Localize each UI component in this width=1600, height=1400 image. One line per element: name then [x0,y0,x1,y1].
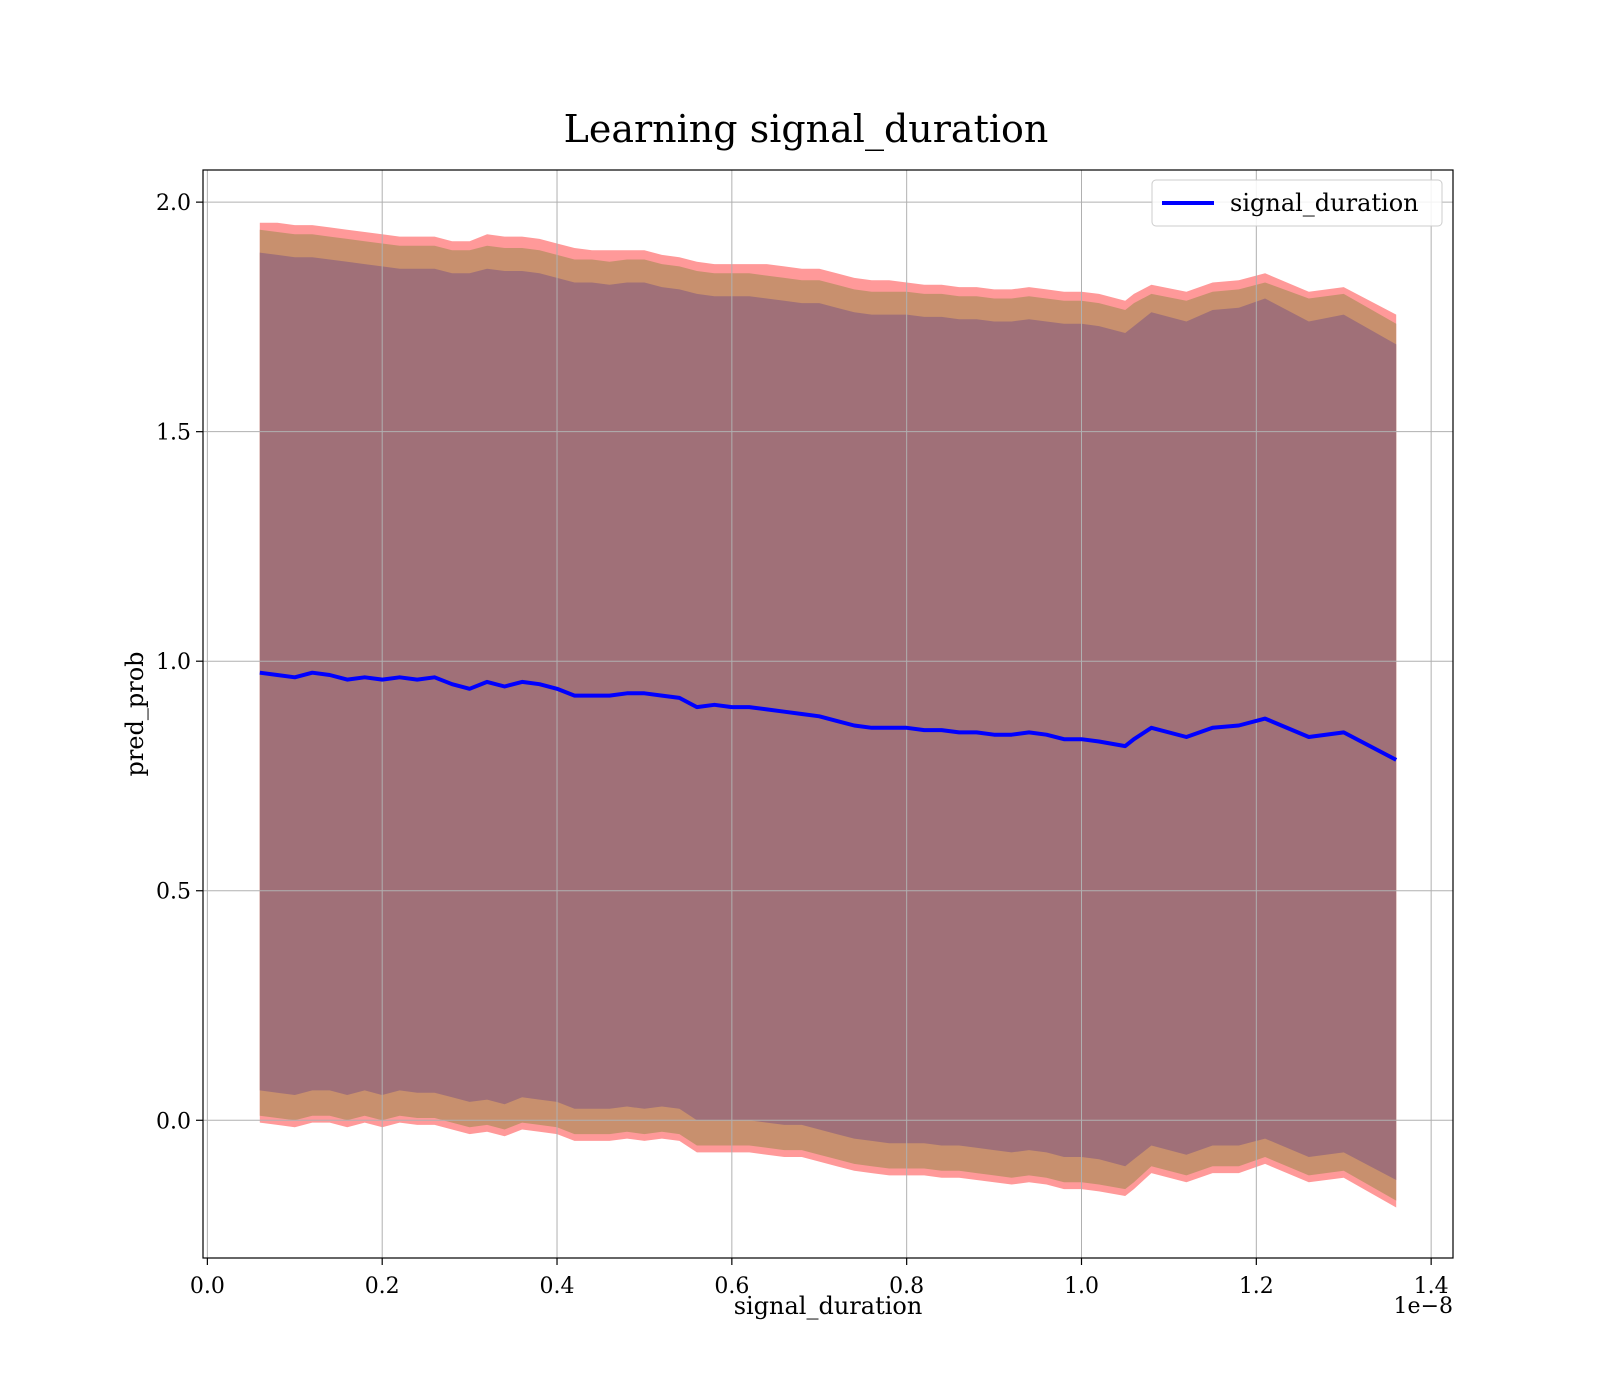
legend: signal_duration [1151,179,1443,227]
y-tick-label-3: 1.5 [156,421,191,446]
x-tick-label-5: 1.0 [1064,1274,1099,1299]
series-line-signal_duration [259,670,1398,762]
x-tick-label-0: 0.0 [190,1274,225,1299]
x-tick-label-7: 1.4 [1414,1274,1449,1299]
x-tick-label-6: 1.2 [1239,1274,1274,1299]
y-tick-label-4: 2.0 [156,191,191,216]
y-tick-label-1: 0.5 [156,880,191,905]
bands-layer [259,222,1397,1208]
legend-entry-label: signal_duration [1230,189,1419,217]
x-tick-label-4: 0.8 [889,1274,924,1299]
x-tick-label-3: 0.6 [714,1274,749,1299]
x-tick-label-2: 0.4 [540,1274,575,1299]
line-layer [259,670,1398,762]
x-tick-label-1: 0.2 [365,1274,400,1299]
chart-title: Learning signal_duration [564,107,1049,152]
y-ticks: 0.0 0.5 1.0 1.5 2.0 [156,191,203,1134]
x-axis-label: signal_duration [734,1292,923,1320]
y-tick-label-2: 1.0 [156,650,191,675]
grid-layer [203,170,1453,1258]
y-axis-label: pred_prob [121,651,149,776]
confidence-band-3 [259,252,1397,1181]
x-offset-label: 1e−8 [1394,1294,1453,1319]
legend-box [1151,179,1443,227]
y-tick-label-0: 0.0 [156,1109,191,1134]
x-ticks: 0.0 0.2 0.4 0.6 0.8 1.0 1.2 1.4 [190,1258,1449,1299]
plot-frame [202,169,1454,1259]
